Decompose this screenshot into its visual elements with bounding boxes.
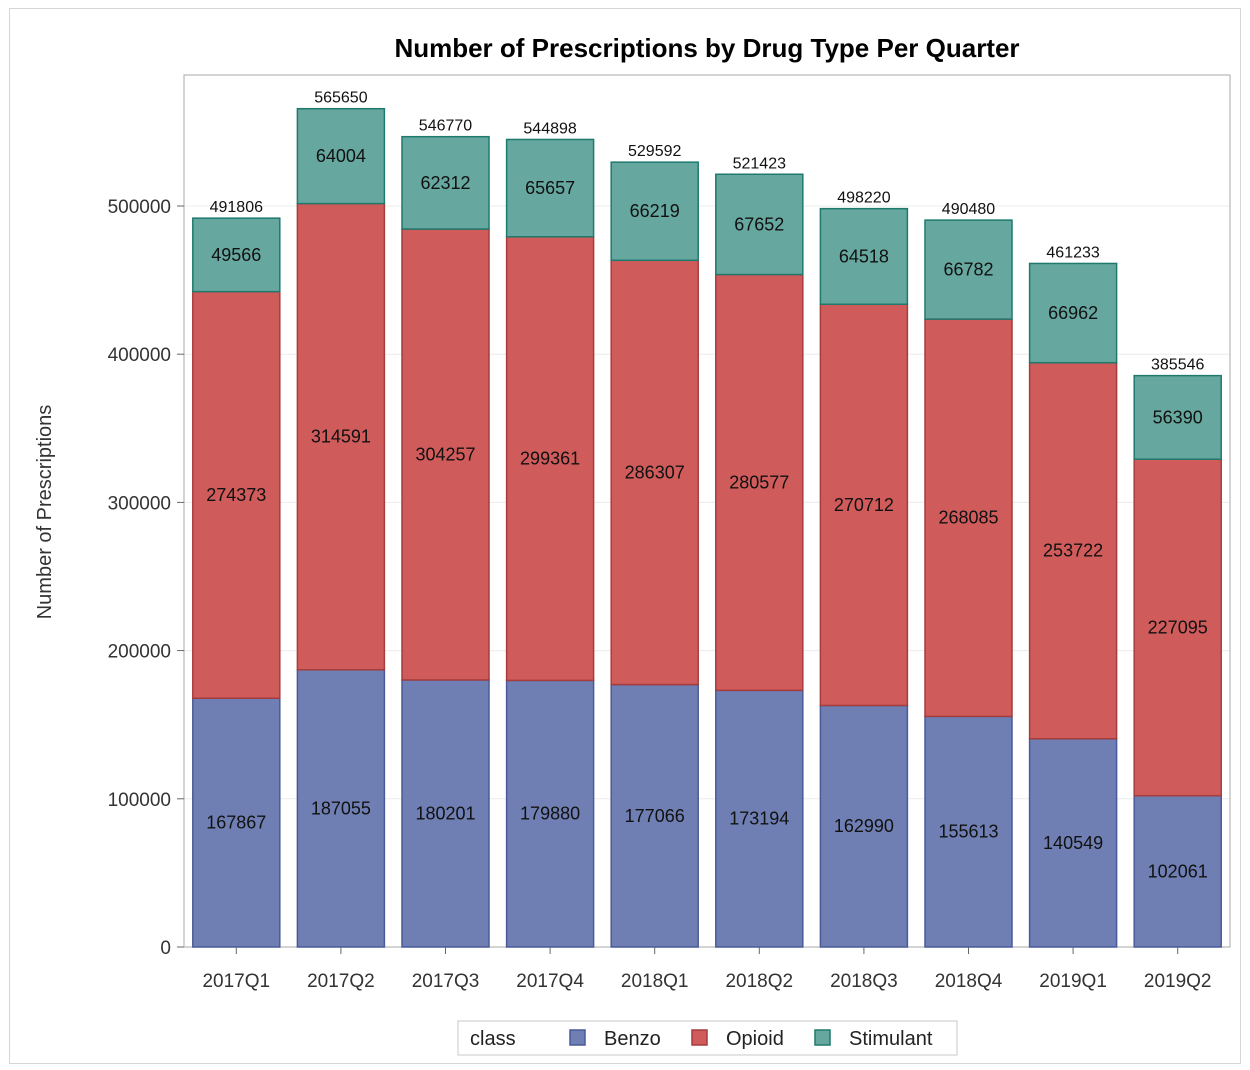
bar-benzo (610, 683, 699, 948)
plot-area (183, 74, 1231, 948)
axes-layer: 0 100000 200000 300000 400000 500000 2017Q1 201… (108, 197, 1212, 992)
data-label: 64518 (839, 246, 889, 266)
bar-opioid (819, 303, 909, 707)
bar-benzo (192, 697, 281, 948)
data-label: 270712 (834, 495, 894, 515)
x-tick-label: 2018Q1 (621, 971, 689, 992)
x-tick-label: 2018Q3 (830, 971, 898, 992)
data-label: 177066 (625, 806, 685, 826)
total-label: 521423 (733, 155, 786, 172)
bar-opioid (192, 290, 281, 699)
data-label: 66782 (943, 260, 993, 280)
x-tick-label: 2017Q1 (202, 971, 270, 992)
y-axis-label: Number of Prescriptions (34, 405, 56, 620)
x-tick-label: 2019Q1 (1039, 971, 1107, 992)
data-label: 56390 (1153, 407, 1203, 427)
y-tick-label: 300000 (108, 493, 171, 514)
data-label: 280577 (729, 472, 789, 492)
y-tick-label: 400000 (108, 345, 171, 366)
data-label: 65657 (525, 178, 575, 198)
y-tick-label: 0 (160, 938, 171, 959)
x-tick-label: 2017Q4 (516, 971, 584, 992)
bar-stimulant (1133, 374, 1222, 460)
bars-layer (192, 107, 1222, 948)
bar-benzo (819, 704, 909, 948)
bar-opioid (715, 273, 804, 692)
data-label: 155613 (938, 822, 998, 842)
data-label: 299361 (520, 449, 580, 469)
data-label: 67652 (734, 214, 784, 234)
bar-opioid (296, 202, 386, 671)
legend-swatch-benzo (569, 1029, 586, 1046)
bar-opioid (505, 236, 595, 682)
legend-label-opioid: Opioid (726, 1028, 784, 1050)
legend-label-benzo: Benzo (604, 1028, 661, 1050)
data-label: 66962 (1048, 303, 1098, 323)
data-label: 64004 (316, 146, 366, 166)
bar-stimulant (610, 161, 699, 262)
legend-title: class (470, 1028, 516, 1050)
data-label: 274373 (206, 485, 266, 505)
total-label: 385546 (1151, 357, 1204, 374)
bar-benzo (1028, 737, 1118, 948)
data-label: 173194 (729, 809, 789, 829)
data-label: 180201 (415, 803, 475, 823)
x-tick-label: 2018Q4 (935, 971, 1003, 992)
bar-benzo (924, 715, 1013, 948)
legend: class Benzo Opioid Stimulant (457, 1020, 958, 1056)
legend-swatch-stimulant (814, 1029, 831, 1046)
x-tick-label: 2017Q2 (307, 971, 375, 992)
bar-stimulant (505, 138, 595, 238)
chart-title: Number of Prescriptions by Drug Type Per… (394, 33, 1019, 63)
legend-items: Benzo Opioid Stimulant (569, 1028, 933, 1050)
legend-swatch-opioid (691, 1029, 708, 1046)
total-label: 491806 (210, 199, 263, 216)
data-label: 314591 (311, 427, 371, 447)
data-label: 268085 (938, 508, 998, 528)
bar-stimulant (192, 217, 281, 293)
data-label: 227095 (1148, 617, 1208, 637)
data-label: 162990 (834, 816, 894, 836)
bar-opioid (924, 318, 1013, 718)
bar-stimulant (401, 135, 490, 230)
total-label: 546770 (419, 118, 472, 135)
bar-opioid (1133, 458, 1222, 797)
y-tick-label: 100000 (108, 790, 171, 811)
total-label: 498220 (837, 190, 890, 207)
bar-benzo (296, 669, 386, 948)
bar-stimulant (296, 107, 386, 205)
data-label: 253722 (1043, 541, 1103, 561)
bar-opioid (610, 259, 699, 686)
x-tick-label: 2017Q3 (412, 971, 480, 992)
data-label: 102061 (1148, 861, 1208, 881)
bar-stimulant (924, 219, 1013, 320)
bar-stimulant (819, 207, 909, 306)
bar-stimulant (715, 173, 804, 276)
total-label: 461233 (1046, 244, 1099, 261)
x-tick-label: 2019Q2 (1144, 971, 1212, 992)
total-label: 565650 (314, 90, 367, 107)
data-label: 286307 (625, 462, 685, 482)
data-label: 66219 (630, 201, 680, 221)
data-label: 140549 (1043, 833, 1103, 853)
bar-opioid (1028, 361, 1118, 740)
data-label: 179880 (520, 804, 580, 824)
y-tick-label: 200000 (108, 642, 171, 663)
bar-benzo (715, 689, 804, 948)
total-label: 529592 (628, 143, 681, 160)
total-label: 490480 (942, 201, 995, 218)
labels-layer: 167867 274373 49566 491806 187055 314591 64004… (206, 90, 1207, 882)
bar-stimulant (1028, 262, 1118, 364)
legend-label-stimulant: Stimulant (849, 1028, 933, 1050)
data-label: 49566 (211, 245, 261, 265)
data-label: 62312 (420, 173, 470, 193)
data-label: 187055 (311, 798, 371, 818)
y-tick-label: 500000 (108, 197, 171, 218)
data-label: 304257 (415, 444, 475, 464)
x-tick-label: 2018Q2 (725, 971, 793, 992)
total-label: 544898 (523, 120, 576, 137)
bar-benzo (505, 679, 595, 948)
data-label: 167867 (206, 813, 266, 833)
